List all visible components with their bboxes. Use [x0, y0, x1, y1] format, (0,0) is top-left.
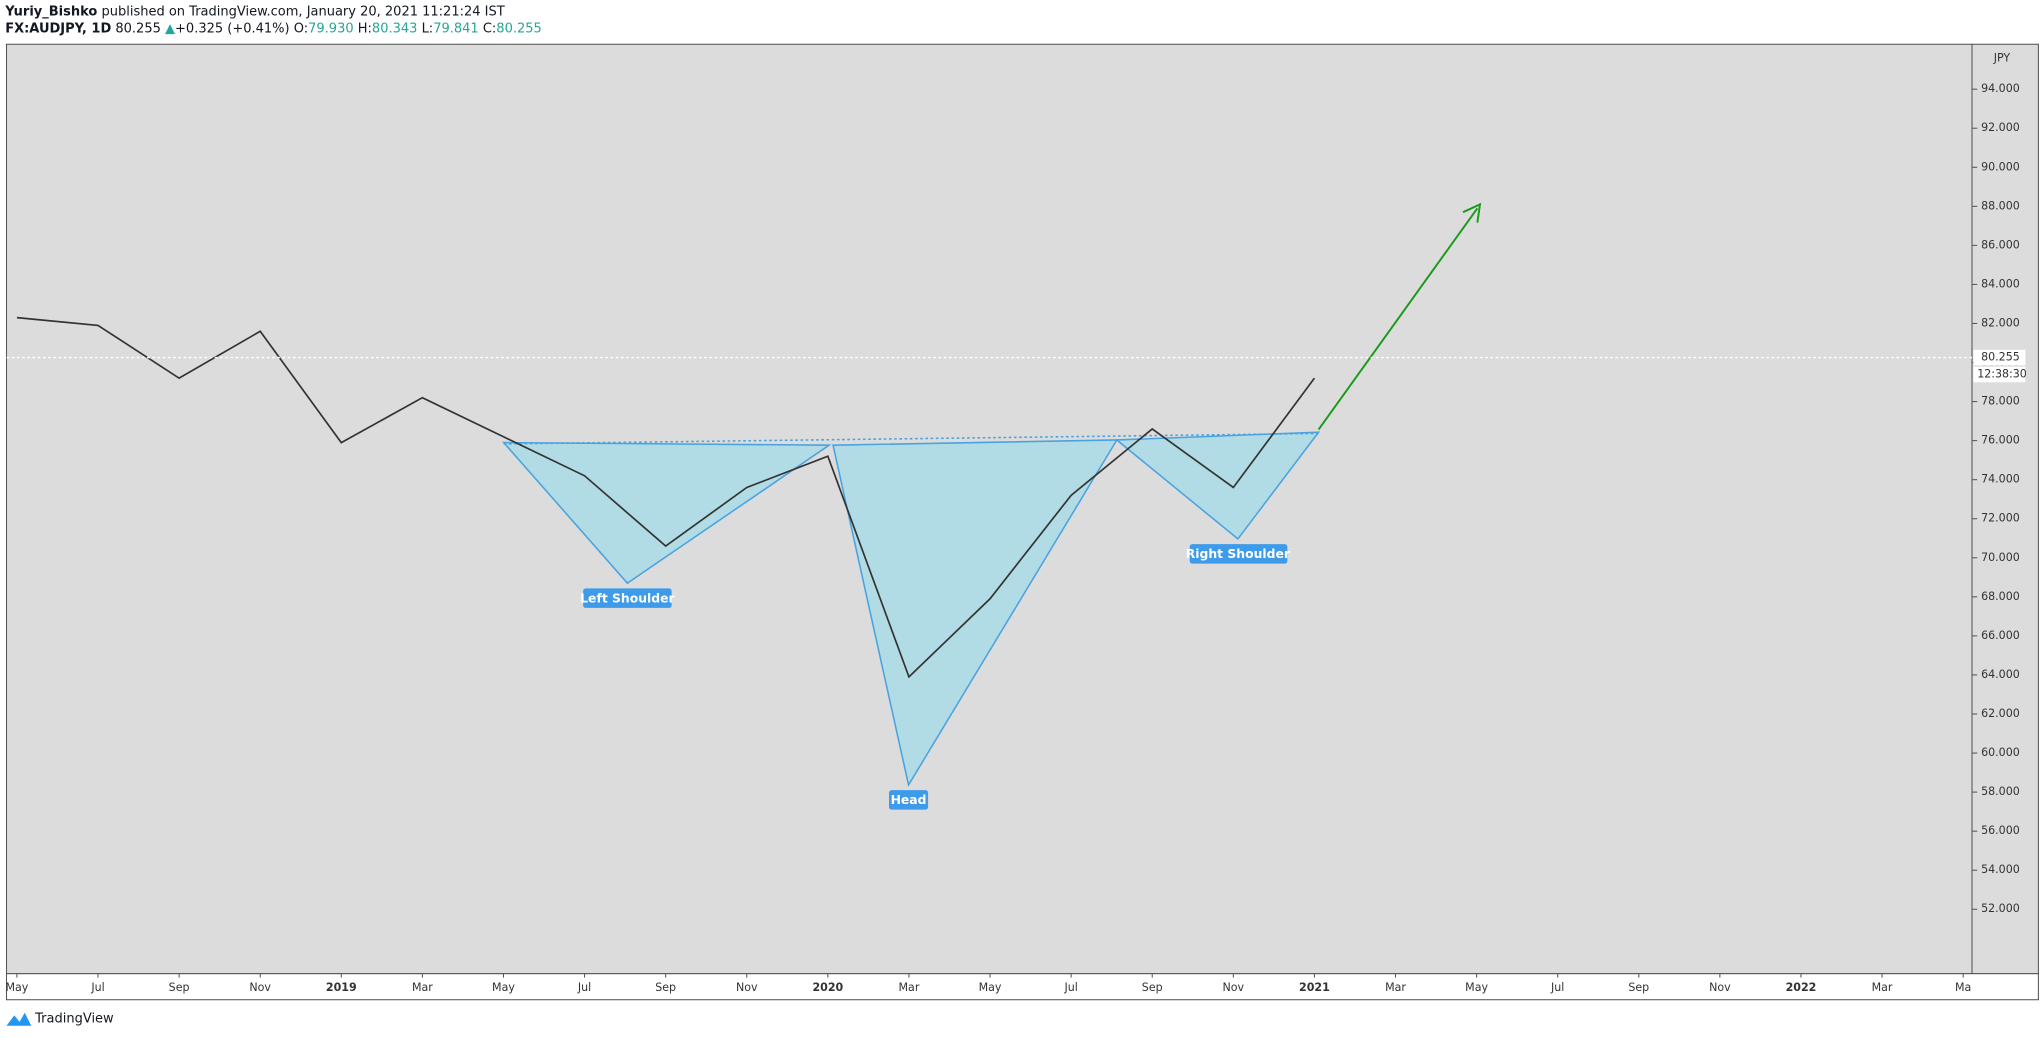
logo	[6, 1012, 32, 1026]
close: 80.255	[496, 21, 541, 36]
footer: TradingView	[6, 1012, 114, 1027]
x-tick-label: Jul	[90, 981, 104, 994]
low: 79.841	[433, 21, 478, 36]
label-box	[583, 588, 672, 608]
x-tick-label: Sep	[1142, 981, 1163, 994]
target-arrow	[1317, 207, 1479, 431]
axis-unit: JPY	[1993, 52, 2011, 65]
countdown-box	[1973, 366, 2026, 383]
y-tick-label: 62.000	[1981, 707, 2020, 720]
annotation: Left Shoulder	[580, 591, 675, 605]
x-tick-label: 2022	[1786, 981, 1817, 994]
y-tick-label: 70.000	[1981, 551, 2020, 564]
arrow-head	[1462, 202, 1482, 223]
y-tick-label: 82.000	[1981, 316, 2020, 329]
y-tick-label: 66.000	[1981, 629, 2020, 642]
right-shoulder-shape	[1114, 431, 1321, 541]
x-tick-label: Nov	[736, 981, 758, 994]
y-tick-label: 60.000	[1981, 746, 2020, 759]
y-tick-label: 92.000	[1981, 121, 2020, 134]
left-shoulder-shape	[502, 441, 832, 585]
y-tick-label: 52.000	[1981, 902, 2020, 915]
x-tick-label: May	[5, 981, 28, 994]
x-tick-label: Sep	[655, 981, 676, 994]
x-tick-label: Sep	[169, 981, 190, 994]
open-label: O:	[294, 21, 308, 36]
x-tick-label: Nov	[1223, 981, 1245, 994]
y-tick-label: 84.000	[1981, 277, 2020, 290]
price: 80.255	[115, 21, 160, 36]
y-tick-label: 72.000	[1981, 512, 2020, 525]
time-axis	[5, 973, 2039, 1001]
x-tick-label: Mar	[1872, 981, 1893, 994]
y-tick-label: 86.000	[1981, 238, 2020, 251]
x-tick-label: 2021	[1299, 981, 1330, 994]
x-tick-label: Sep	[1628, 981, 1649, 994]
y-tick-label: 78.000	[1981, 395, 2020, 408]
x-tick-label: Mar	[899, 981, 920, 994]
x-tick-label: Mar	[1385, 981, 1406, 994]
high-label: H:	[358, 21, 372, 36]
price-label: 80.255	[1981, 351, 2020, 364]
y-tick-label: 58.000	[1981, 785, 2020, 798]
x-tick-label: 2019	[326, 981, 357, 994]
x-tick-label: May	[979, 981, 1002, 994]
price-axis	[1971, 43, 2039, 975]
y-tick-label: 54.000	[1981, 863, 2020, 876]
x-tick-label: Jul	[1550, 981, 1564, 994]
x-tick-label: Nov	[249, 981, 271, 994]
x-tick-label: Mar	[412, 981, 433, 994]
label-box	[1189, 544, 1288, 564]
symbol: FX:AUDJPY, 1D	[5, 21, 111, 36]
author: Yuriy_Bishko	[4, 4, 97, 19]
x-tick-label: May	[1465, 981, 1488, 994]
y-tick-label: 90.000	[1981, 160, 2020, 173]
neckline	[503, 432, 1319, 445]
brand: TradingView	[34, 1012, 114, 1027]
close-label: C:	[483, 21, 496, 36]
x-tick-label: Nov	[1709, 981, 1731, 994]
author-line: Yuriy_Bishko published on TradingView.co…	[4, 4, 505, 19]
y-tick-label: 64.000	[1981, 668, 2020, 681]
y-tick-label: 76.000	[1981, 434, 2020, 447]
x-tick-label: Jul	[1063, 981, 1077, 994]
price-label-box	[1973, 349, 2026, 366]
open: 79.930	[308, 21, 353, 36]
x-tick-label: May	[492, 981, 515, 994]
annotation-labels: Left Shoulder Head Right Shoulder	[580, 544, 1291, 810]
published: published on TradingView.com, January 20…	[102, 4, 505, 19]
y-tick-label: 74.000	[1981, 473, 2020, 486]
countdown: 12:38:30	[1977, 367, 2027, 380]
x-tick-label: 2020	[812, 981, 843, 994]
x-tick-label: Jul	[577, 981, 591, 994]
x-tick-label: Ma	[1955, 981, 1971, 994]
y-tick-label: 56.000	[1981, 824, 2020, 837]
high: 80.343	[372, 21, 417, 36]
y-tick-label: 94.000	[1981, 82, 2020, 95]
change: +0.325 (+0.41%)	[175, 21, 290, 36]
y-tick-label: 88.000	[1981, 199, 2020, 212]
price-line	[16, 316, 1316, 679]
low-label: L:	[422, 21, 434, 36]
annotation: Head	[891, 793, 927, 807]
annotation: Right Shoulder	[1186, 547, 1291, 561]
arrow: ▲	[165, 21, 175, 36]
symbol-line: FX:AUDJPY, 1D 80.255 ▲+0.325 (+0.41%) O:…	[5, 21, 542, 36]
label-box	[889, 790, 929, 810]
y-tick-label: 68.000	[1981, 590, 2020, 603]
